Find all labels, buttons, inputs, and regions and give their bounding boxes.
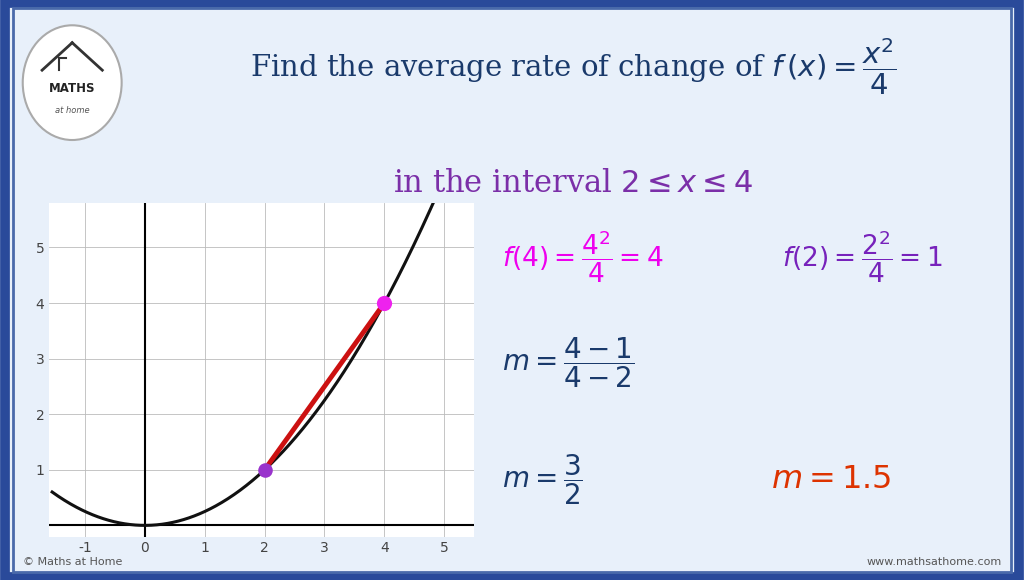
Text: at home: at home [55,106,89,115]
Text: in the interval $2 \leq x \leq 4$: in the interval $2 \leq x \leq 4$ [393,168,754,199]
Text: © Maths at Home: © Maths at Home [23,557,122,567]
Text: $f(2) = \dfrac{2^2}{4} = 1$: $f(2) = \dfrac{2^2}{4} = 1$ [782,228,942,285]
FancyBboxPatch shape [5,3,1019,577]
Text: www.mathsathome.com: www.mathsathome.com [866,557,1001,567]
Text: $m = \dfrac{3}{2}$: $m = \dfrac{3}{2}$ [503,452,583,507]
Ellipse shape [23,26,122,140]
Text: $f(4) = \dfrac{4^2}{4} = 4$: $f(4) = \dfrac{4^2}{4} = 4$ [503,228,664,285]
Point [376,299,392,308]
Point [256,465,272,474]
Text: $m = 1.5$: $m = 1.5$ [771,465,892,495]
Text: MATHS: MATHS [49,82,95,95]
Text: $m = \dfrac{4 - 1}{4 - 2}$: $m = \dfrac{4 - 1}{4 - 2}$ [503,336,635,390]
Text: Find the average rate of change of $f\,(x) = \dfrac{x^2}{4}$: Find the average rate of change of $f\,(… [250,37,897,97]
